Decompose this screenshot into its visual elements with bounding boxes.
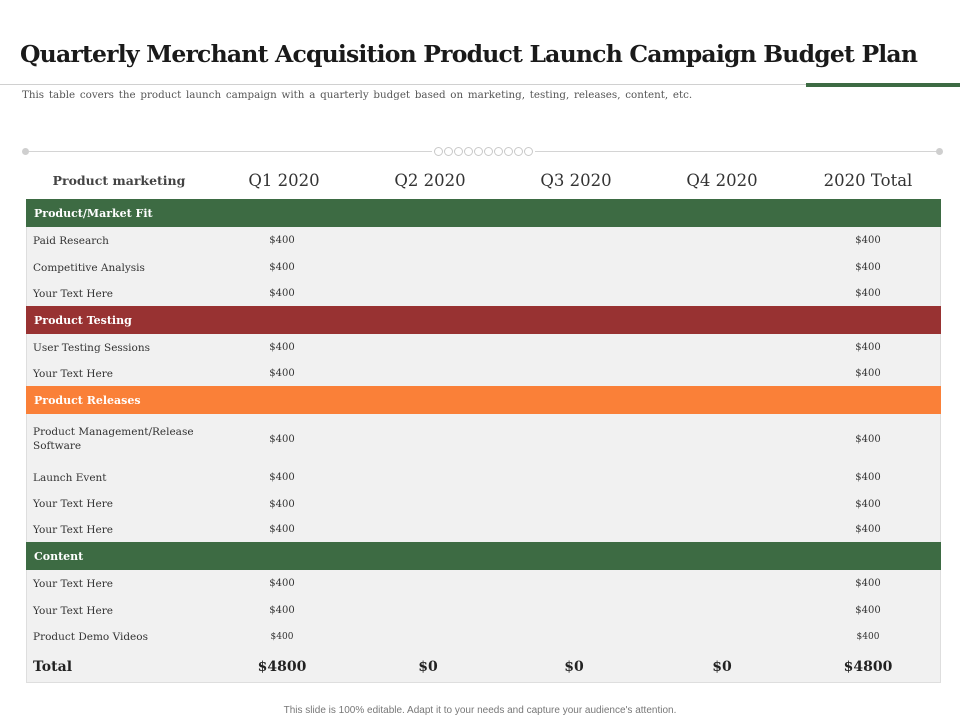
section-header-product-testing: Product Testing xyxy=(26,306,941,334)
circle-icon xyxy=(474,147,483,156)
header-q2: Q2 2020 xyxy=(394,171,466,190)
q1-value: $400 xyxy=(269,472,295,483)
q1-value: $400 xyxy=(269,235,295,246)
q1-value: $400 xyxy=(270,632,294,642)
header-q4: Q4 2020 xyxy=(686,171,758,190)
table-row: User Testing Sessions $400 $400 xyxy=(26,334,941,361)
table-row: Your Text Here $400 $400 xyxy=(26,281,941,306)
row-label: Your Text Here xyxy=(33,287,113,300)
q1-value: $400 xyxy=(269,605,295,616)
table-row: Competitive Analysis $400 $400 xyxy=(26,254,941,281)
total-q4: $0 xyxy=(712,658,732,675)
section-label: Product Testing xyxy=(34,313,132,327)
q1-value: $400 xyxy=(269,288,295,299)
total-label: Total xyxy=(33,658,73,675)
page-title: Quarterly Merchant Acquisition Product L… xyxy=(20,40,918,68)
total-value: $400 xyxy=(855,524,881,535)
circle-icon xyxy=(504,147,513,156)
header-q3: Q3 2020 xyxy=(540,171,612,190)
row-label: User Testing Sessions xyxy=(33,341,151,354)
circle-icon xyxy=(494,147,503,156)
circle-icon xyxy=(514,147,523,156)
table-header-row: Product marketing Q1 2020 Q2 2020 Q3 202… xyxy=(26,166,941,196)
row-label-line: Product Management/Release xyxy=(33,426,194,438)
total-row: Total $4800 $0 $0 $0 $4800 xyxy=(26,650,941,683)
total-value: $400 xyxy=(855,342,881,353)
section-label: Product Releases xyxy=(34,393,141,407)
table-row: Paid Research $400 $400 xyxy=(26,227,941,254)
total-year: $4800 xyxy=(843,658,893,675)
row-label: Product Management/Release Software xyxy=(33,414,194,464)
total-value: $400 xyxy=(855,288,881,299)
header-total: 2020 Total xyxy=(823,171,913,190)
budget-table xyxy=(26,199,941,683)
circle-icon xyxy=(434,147,443,156)
circle-icon xyxy=(484,147,493,156)
table-row: Your Text Here $400 $400 xyxy=(26,361,941,386)
q1-value: $400 xyxy=(269,524,295,535)
row-label-line: Software xyxy=(33,440,82,452)
total-q1: $4800 xyxy=(257,658,307,675)
total-value: $400 xyxy=(855,605,881,616)
total-value: $400 xyxy=(855,235,881,246)
row-label: Your Text Here xyxy=(33,604,113,617)
total-value: $400 xyxy=(855,578,881,589)
row-label: Paid Research xyxy=(33,234,109,247)
row-label: Your Text Here xyxy=(33,577,113,590)
row-label: Your Text Here xyxy=(33,367,113,380)
total-value: $400 xyxy=(856,632,880,642)
timeline-dot-left xyxy=(22,148,29,155)
circle-icon xyxy=(444,147,453,156)
table-row: Launch Event $400 $400 xyxy=(26,464,941,491)
timeline-dot-right xyxy=(936,148,943,155)
total-value: $400 xyxy=(855,368,881,379)
table-row: Your Text Here $400 $400 xyxy=(26,570,941,597)
table-row: Product Management/Release Software $400… xyxy=(26,414,941,464)
total-q2: $0 xyxy=(418,658,438,675)
table-row: Your Text Here $400 $400 xyxy=(26,597,941,624)
row-label: Your Text Here xyxy=(33,498,113,510)
row-label: Launch Event xyxy=(33,471,107,484)
section-label: Product/Market Fit xyxy=(34,206,153,220)
circle-icon xyxy=(454,147,463,156)
footer-note: This slide is 100% editable. Adapt it to… xyxy=(283,705,677,716)
section-header-product-market-fit: Product/Market Fit xyxy=(26,199,941,227)
total-value: $400 xyxy=(855,262,881,273)
page-subtitle: This table covers the product launch cam… xyxy=(22,89,693,101)
section-label: Content xyxy=(34,549,84,563)
total-value: $400 xyxy=(855,433,881,445)
row-label: Competitive Analysis xyxy=(33,261,145,274)
q1-value: $400 xyxy=(269,342,295,353)
row-label: Product Demo Videos xyxy=(33,631,148,643)
table-row: Your Text Here $400 $400 xyxy=(26,517,941,542)
header-product-marketing: Product marketing xyxy=(52,173,186,188)
table-row: Product Demo Videos $400 $400 xyxy=(26,624,941,650)
title-accent-bar xyxy=(806,83,960,87)
header-q1: Q1 2020 xyxy=(248,171,320,190)
circle-icon xyxy=(524,147,533,156)
title-divider xyxy=(0,84,806,85)
total-q3: $0 xyxy=(564,658,584,675)
q1-value: $400 xyxy=(269,368,295,379)
q1-value: $400 xyxy=(269,262,295,273)
q1-value: $400 xyxy=(269,433,295,445)
timeline-circles xyxy=(432,146,535,157)
row-label: Your Text Here xyxy=(33,523,113,536)
total-value: $400 xyxy=(855,498,881,510)
circle-icon xyxy=(464,147,473,156)
q1-value: $400 xyxy=(269,498,295,510)
q1-value: $400 xyxy=(269,578,295,589)
section-header-product-releases: Product Releases xyxy=(26,386,941,414)
total-value: $400 xyxy=(855,472,881,483)
section-header-content: Content xyxy=(26,542,941,570)
table-row: Your Text Here $400 $400 xyxy=(26,491,941,517)
